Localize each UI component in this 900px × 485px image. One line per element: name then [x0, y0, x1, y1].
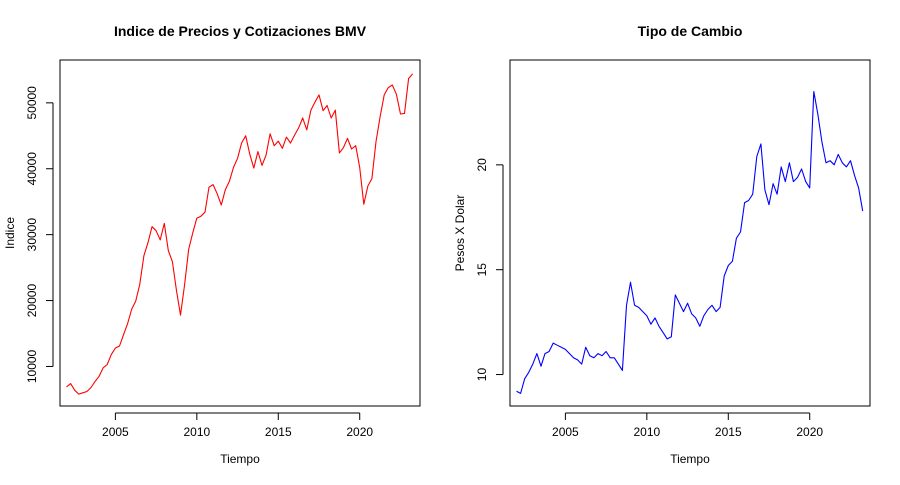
- y-tick-label: 10000: [25, 349, 39, 383]
- x-tick-label: 2005: [102, 425, 129, 439]
- y-tick-label: 50000: [25, 86, 39, 120]
- x-tick-label: 2005: [552, 425, 579, 439]
- y-axis-title: Pesos X Dolar: [453, 195, 467, 272]
- x-tick-label: 2020: [796, 425, 823, 439]
- x-axis-title: Tiempo: [670, 452, 710, 466]
- y-tick-label: 10: [475, 368, 489, 382]
- chart-1: Indice de Precios y Cotizaciones BMV Tiem…: [3, 23, 421, 466]
- x-tick-label: 2010: [183, 425, 210, 439]
- chart-title: Indice de Precios y Cotizaciones BMV: [114, 23, 367, 39]
- y-tick-label: 20000: [25, 284, 39, 318]
- plot-frame: [509, 59, 871, 407]
- chart-title: Tipo de Cambio: [638, 23, 743, 39]
- series-line: [66, 73, 414, 395]
- x-tick-label: 2020: [346, 425, 373, 439]
- y-tick-label: 40000: [25, 152, 39, 186]
- y-tick-label: 20: [475, 158, 489, 172]
- series-line: [516, 90, 864, 394]
- y-tick-label: 30000: [25, 218, 39, 252]
- x-tick-label: 2015: [265, 425, 292, 439]
- y-axis-title: Indice: [3, 217, 17, 249]
- plot-frame: [59, 59, 421, 407]
- x-axis-title: Tiempo: [220, 452, 260, 466]
- x-tick-label: 2015: [715, 425, 742, 439]
- y-tick-label: 15: [475, 263, 489, 277]
- x-tick-label: 2010: [633, 425, 660, 439]
